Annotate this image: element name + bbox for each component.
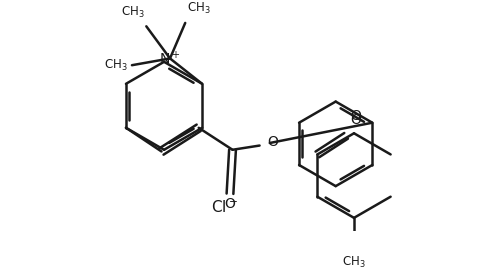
Text: O: O [267,135,278,149]
Text: CH$_3$: CH$_3$ [121,5,145,20]
Text: CH$_3$: CH$_3$ [342,255,366,268]
Text: Cl$^-$: Cl$^-$ [212,199,238,215]
Text: O: O [350,113,361,127]
Text: CH$_3$: CH$_3$ [187,1,211,16]
Text: N$^+$: N$^+$ [159,50,181,67]
Text: O: O [350,109,361,123]
Text: O: O [225,197,235,211]
Text: CH$_3$: CH$_3$ [104,58,128,73]
